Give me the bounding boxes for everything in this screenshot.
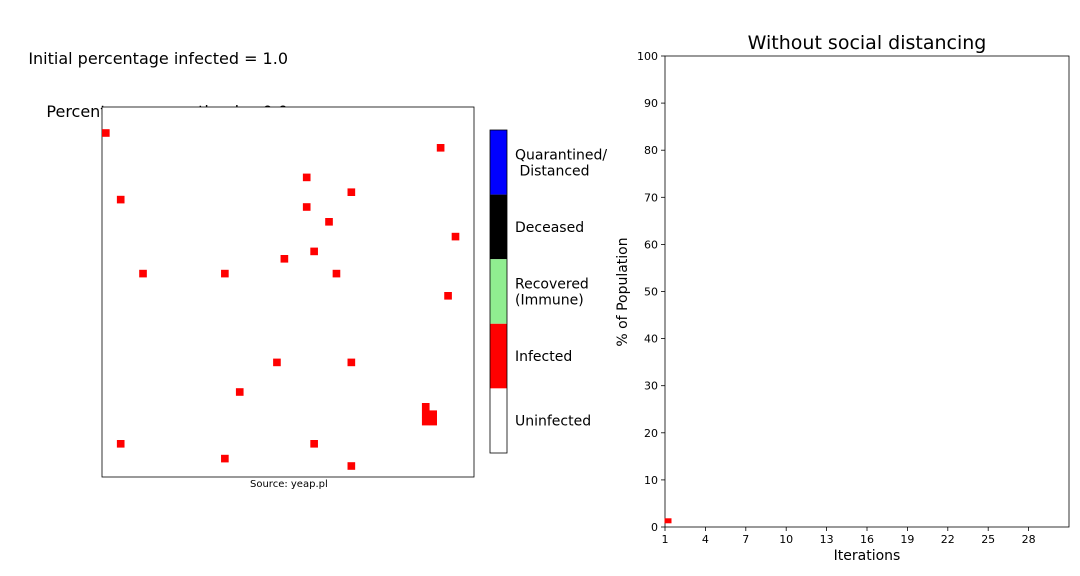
x-tick-label: 16 bbox=[860, 533, 874, 546]
x-tick-label: 1 bbox=[662, 533, 669, 546]
infected-cell bbox=[421, 417, 430, 426]
infected-cell bbox=[221, 269, 229, 278]
y-tick-label: 90 bbox=[644, 97, 658, 110]
x-tick-label: 13 bbox=[820, 533, 834, 546]
y-tick-label: 10 bbox=[644, 474, 658, 487]
infected-cell bbox=[102, 129, 110, 137]
infected-cell bbox=[429, 410, 437, 418]
infected-cell bbox=[421, 410, 430, 418]
x-tick-label: 4 bbox=[702, 533, 709, 546]
x-tick-label: 25 bbox=[981, 533, 995, 546]
chart-title: Without social distancing bbox=[747, 32, 987, 54]
colorbar-frame bbox=[489, 129, 508, 454]
source-caption: Source: yeap.pl bbox=[250, 479, 328, 490]
param-line-initial-infected: Initial percentage infected = 1.0 bbox=[28, 49, 288, 69]
infected-cell bbox=[221, 454, 229, 463]
colorbar-label: Deceased bbox=[515, 220, 584, 236]
x-tick-label: 22 bbox=[941, 533, 955, 546]
y-tick-label: 40 bbox=[644, 333, 658, 346]
infected-cell bbox=[302, 173, 311, 182]
colorbar-label: Infected bbox=[515, 349, 572, 365]
colorbar-segment bbox=[490, 323, 507, 389]
grid-frame bbox=[101, 106, 475, 478]
infected-cell bbox=[325, 218, 333, 226]
x-axis-label: Iterations bbox=[833, 548, 901, 564]
y-tick-label: 20 bbox=[644, 427, 658, 440]
x-tick-label: 10 bbox=[779, 533, 793, 546]
y-tick-label: 70 bbox=[644, 191, 658, 204]
infected-cell bbox=[444, 292, 452, 300]
infected-cell bbox=[347, 462, 356, 470]
infected-cell bbox=[139, 269, 147, 278]
colorbar-segment bbox=[490, 130, 507, 195]
x-tick-label: 19 bbox=[900, 533, 914, 546]
y-tick-label: 0 bbox=[651, 521, 658, 534]
infected-cell bbox=[310, 247, 318, 256]
colorbar-segment bbox=[490, 194, 507, 260]
x-tick-label: 7 bbox=[742, 533, 749, 546]
y-tick-label: 60 bbox=[644, 238, 658, 251]
y-tick-label: 100 bbox=[637, 50, 658, 63]
y-tick-label: 30 bbox=[644, 380, 658, 393]
y-tick-label: 50 bbox=[644, 286, 658, 299]
infected-cell bbox=[347, 188, 356, 196]
plot-frame bbox=[664, 55, 1070, 528]
infected-cell bbox=[280, 255, 289, 263]
infected-cell bbox=[235, 388, 244, 396]
series-point bbox=[664, 518, 672, 524]
infected-cell bbox=[436, 144, 445, 152]
infected-cell bbox=[116, 195, 125, 204]
infected-cell bbox=[116, 440, 125, 448]
infected-cell bbox=[451, 232, 460, 241]
infected-cell bbox=[429, 417, 437, 426]
colorbar-label: Quarantined/ Distanced bbox=[515, 147, 607, 179]
infected-cell bbox=[273, 358, 281, 367]
infected-cell bbox=[302, 203, 311, 211]
infected-cell bbox=[421, 403, 430, 411]
infected-cell bbox=[332, 269, 341, 278]
infected-cell bbox=[310, 440, 318, 448]
colorbar-segment bbox=[490, 259, 507, 324]
infected-cell bbox=[347, 358, 356, 367]
x-tick-label: 28 bbox=[1022, 533, 1036, 546]
y-tick-label: 80 bbox=[644, 144, 658, 157]
colorbar-label: Recovered (Immune) bbox=[515, 277, 589, 309]
colorbar-segment bbox=[490, 388, 507, 453]
colorbar-label: Uninfected bbox=[515, 414, 591, 430]
y-axis-label: % of Population bbox=[615, 237, 631, 347]
